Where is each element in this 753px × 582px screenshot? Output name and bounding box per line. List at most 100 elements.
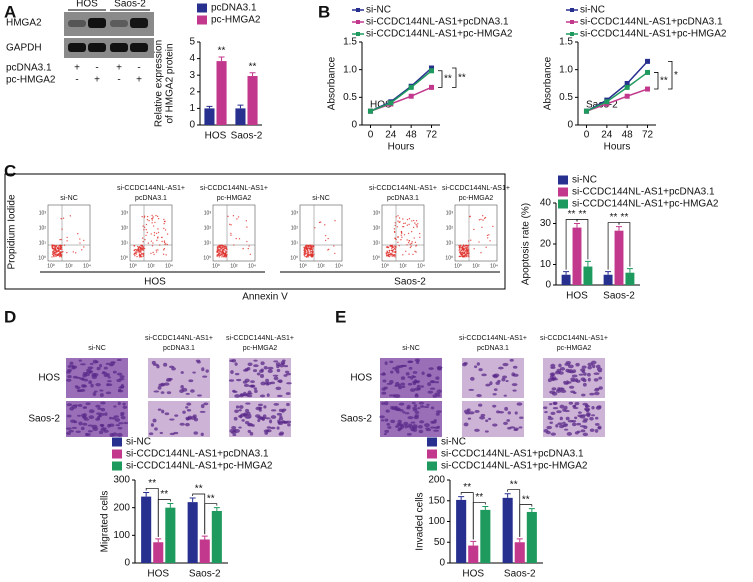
stained-cell bbox=[476, 394, 482, 398]
stained-cell bbox=[239, 393, 244, 398]
stained-cell bbox=[414, 411, 420, 414]
blot-band bbox=[68, 43, 86, 52]
flow-dot bbox=[393, 245, 396, 247]
stained-cell bbox=[478, 368, 483, 372]
stained-cell bbox=[463, 422, 469, 427]
flow-dot bbox=[156, 239, 158, 242]
flow-dot bbox=[463, 252, 466, 255]
stained-cell bbox=[474, 428, 480, 432]
stained-cell bbox=[550, 411, 556, 415]
flow-tick: 10² bbox=[39, 225, 47, 231]
stained-cell bbox=[555, 424, 559, 428]
stained-cell bbox=[238, 405, 244, 409]
flow-dot bbox=[55, 251, 58, 253]
flow-dot bbox=[55, 249, 58, 252]
stained-cell bbox=[233, 416, 238, 421]
flow-dot bbox=[157, 249, 159, 251]
stained-cell bbox=[105, 362, 111, 365]
stained-cell bbox=[276, 364, 280, 369]
stained-cell bbox=[582, 432, 589, 437]
flow-dot bbox=[408, 240, 410, 242]
flow-dot bbox=[394, 224, 396, 227]
bar bbox=[235, 108, 246, 125]
flow-dot bbox=[394, 222, 397, 224]
stained-cell bbox=[156, 364, 160, 369]
stained-cell bbox=[254, 389, 258, 394]
stained-cell bbox=[594, 422, 600, 426]
flow-dot bbox=[59, 251, 61, 253]
y-tick-label: 5 bbox=[189, 37, 195, 48]
bar bbox=[199, 539, 210, 563]
error-bar bbox=[574, 223, 580, 228]
flow-dot bbox=[392, 248, 395, 251]
stained-cell bbox=[116, 372, 123, 376]
stained-cell bbox=[587, 365, 592, 370]
flow-dot bbox=[163, 241, 166, 244]
flow-dot bbox=[53, 248, 55, 251]
stained-cell bbox=[430, 380, 436, 384]
flow-dot bbox=[142, 247, 144, 250]
stained-cell bbox=[575, 362, 580, 367]
stained-cell bbox=[270, 381, 275, 385]
stained-cell bbox=[557, 422, 563, 426]
blot-band bbox=[88, 43, 106, 52]
panel-letter: C bbox=[4, 161, 16, 180]
flow-tick: 10⁰ bbox=[299, 263, 307, 269]
stained-cell bbox=[173, 431, 179, 435]
stained-cell bbox=[581, 370, 585, 374]
x-tick-label: 48 bbox=[406, 130, 418, 141]
stained-cell bbox=[594, 391, 600, 396]
significance: ** bbox=[463, 482, 471, 493]
flow-dot bbox=[164, 229, 167, 231]
flow-dot bbox=[400, 234, 402, 236]
stained-cell bbox=[109, 432, 115, 437]
flow-dot bbox=[466, 248, 468, 251]
blot-sign: + bbox=[136, 75, 142, 86]
stained-cell bbox=[597, 370, 602, 373]
stained-cell bbox=[559, 367, 566, 371]
significance-bracket bbox=[618, 222, 631, 267]
flow-dot bbox=[470, 239, 472, 241]
flow-dot bbox=[143, 229, 145, 231]
flow-dot bbox=[387, 246, 390, 249]
stained-cell bbox=[435, 412, 440, 416]
stained-cell bbox=[98, 414, 102, 417]
stained-cell bbox=[418, 429, 424, 434]
flow-dot bbox=[395, 216, 397, 218]
stained-cell bbox=[77, 404, 83, 407]
flow-dot bbox=[143, 254, 145, 256]
flow-dot bbox=[389, 249, 391, 252]
stained-cell bbox=[552, 406, 559, 410]
flow-dot bbox=[246, 226, 248, 228]
stained-cell bbox=[111, 417, 116, 420]
flow-dot bbox=[137, 247, 140, 249]
flow-dot bbox=[308, 246, 310, 248]
legend-label: si-CCDC144NL-AS1+pc-HMGA2 bbox=[366, 29, 513, 40]
stained-cell bbox=[66, 403, 73, 407]
bar bbox=[456, 499, 467, 563]
flow-dot bbox=[79, 242, 81, 244]
stained-cell bbox=[263, 405, 267, 409]
flow-dot bbox=[311, 250, 314, 252]
flow-dot bbox=[404, 222, 407, 224]
flow-dot bbox=[393, 251, 396, 253]
stained-cell bbox=[95, 417, 101, 421]
group-label: si-NC bbox=[88, 345, 106, 352]
stained-cell bbox=[117, 427, 123, 430]
flow-dot bbox=[393, 247, 396, 250]
flow-dot bbox=[163, 248, 166, 250]
stained-cell bbox=[286, 372, 291, 376]
stained-cell bbox=[390, 419, 396, 424]
flow-dot bbox=[466, 245, 469, 247]
x-tick-label: 0 bbox=[368, 130, 374, 141]
flow-dot bbox=[152, 251, 154, 254]
flow-dot bbox=[389, 253, 391, 256]
y-tick-label: 1 bbox=[189, 103, 195, 114]
flow-dot bbox=[222, 251, 224, 253]
stained-cell bbox=[185, 422, 190, 427]
flow-tick: 10² bbox=[204, 225, 212, 231]
stained-cell bbox=[273, 402, 280, 406]
blot-sign: - bbox=[95, 63, 98, 74]
flow-dot bbox=[52, 253, 54, 255]
flow-dot bbox=[144, 238, 146, 241]
